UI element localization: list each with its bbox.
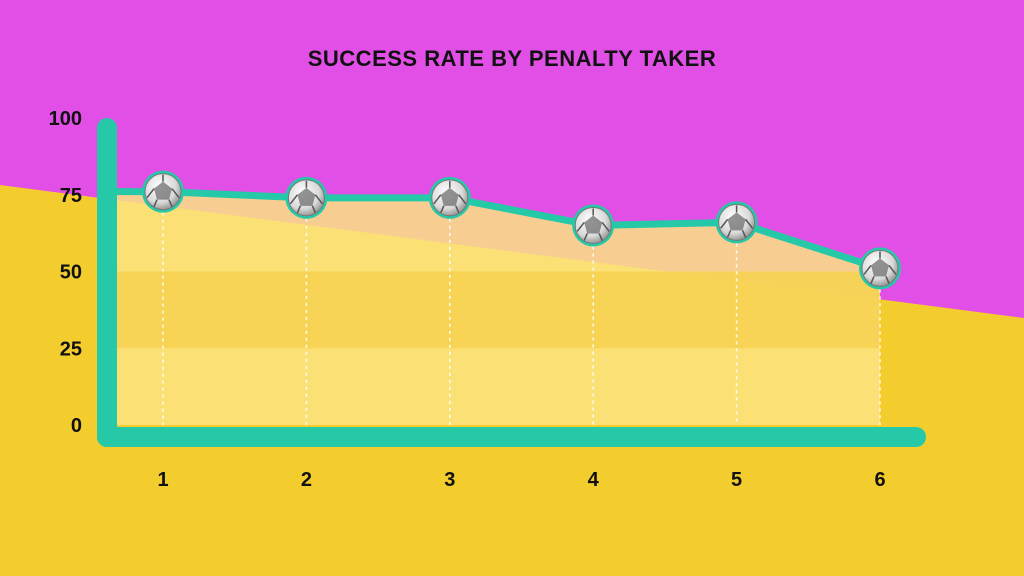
x-tick-label: 1 <box>157 469 168 491</box>
x-tick-labels: 1 2 3 4 5 6 <box>157 469 885 491</box>
football-icon <box>428 176 471 219</box>
x-tick-label: 5 <box>731 469 742 491</box>
football-icon <box>715 201 758 244</box>
football-icon <box>285 176 328 219</box>
data-points <box>142 170 901 290</box>
y-tick-label: 100 <box>49 108 82 130</box>
y-tick-labels: 0 25 50 75 100 <box>49 108 82 437</box>
x-tick-label: 6 <box>874 469 885 491</box>
band-25-50 <box>117 271 880 349</box>
x-tick-label: 4 <box>588 469 600 491</box>
y-tick-label: 50 <box>60 262 82 284</box>
value-bands <box>117 271 880 349</box>
y-tick-label: 75 <box>60 185 82 207</box>
chart-title: SUCCESS RATE BY PENALTY TAKER <box>308 46 717 71</box>
y-tick-label: 0 <box>71 415 82 437</box>
y-tick-label: 25 <box>60 338 82 360</box>
x-tick-label: 3 <box>444 469 455 491</box>
football-icon <box>142 170 184 213</box>
football-icon <box>859 247 901 290</box>
drop-lines <box>162 205 881 425</box>
x-tick-label: 2 <box>301 469 312 491</box>
football-icon <box>572 204 615 247</box>
